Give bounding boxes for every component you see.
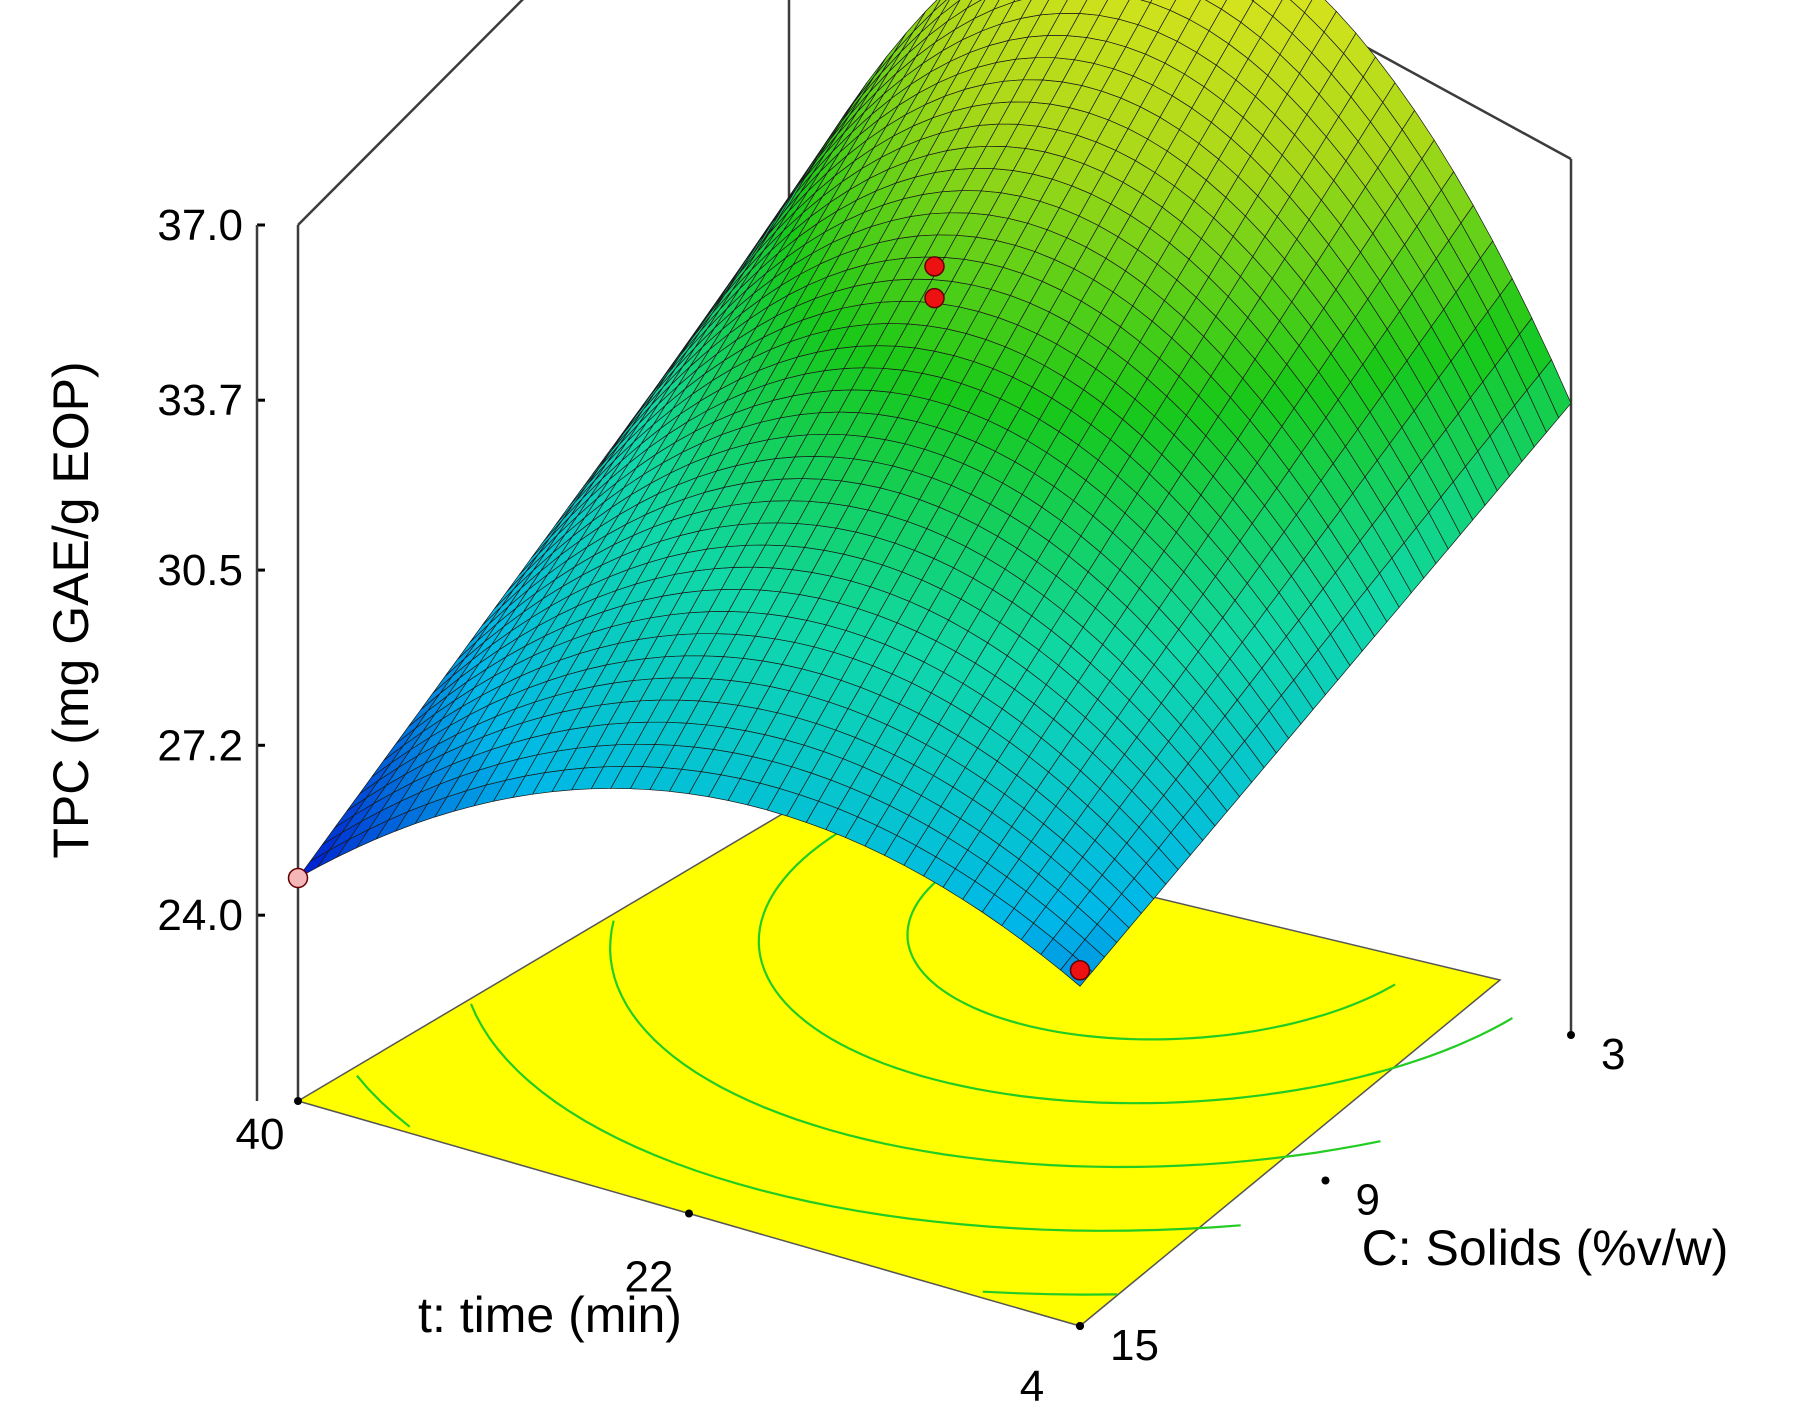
contour-line-4 (469, 1003, 1241, 1232)
y-tick-mark-1 (1567, 1031, 1575, 1039)
x-tick-mark-2 (685, 1209, 693, 1218)
contour-line-1 (906, 859, 1396, 1041)
z-axis-title: TPC (mg GAE/g EOP) (43, 361, 99, 858)
y-axis-title: C: Solids (%v/w) (1362, 1220, 1729, 1276)
y-tick-label-2: 9 (1356, 1176, 1380, 1225)
axis-ticks: 37.0 33.7 30.5 27.2 24.0 40 22 4 3 9 15 (157, 201, 1625, 1401)
surface-cell (966, 0, 982, 9)
x-tick-label-2: 22 (625, 1253, 674, 1302)
y-tick-label-3: 15 (1110, 1321, 1159, 1370)
contour-line-3 (608, 920, 1381, 1169)
contour-line-2 (757, 825, 1513, 1105)
response-surface (297, 0, 1572, 987)
surface-cell (1012, 0, 1022, 3)
design-points (287, 256, 1091, 981)
frame-top-right (1277, 0, 1572, 161)
y-tick-label-1: 3 (1601, 1030, 1625, 1079)
z-tick-label-3: 30.5 (157, 546, 243, 595)
design-point-3 (1069, 960, 1091, 981)
surface-cell (940, 0, 961, 16)
design-point-2 (924, 287, 945, 309)
frame-top-left (297, 0, 524, 226)
y-tick-mark-2 (1321, 1176, 1330, 1185)
z-tick-label-4: 27.2 (157, 721, 243, 770)
z-tick-label-5: 24.0 (157, 891, 243, 940)
x-axis-title: t: time (min) (418, 1287, 682, 1343)
design-point-1 (924, 256, 945, 277)
floor-contours (356, 825, 1513, 1296)
x-tick-label-1: 40 (236, 1110, 285, 1159)
z-tick-label-1: 37.0 (157, 201, 243, 250)
x-tick-mark-1 (294, 1097, 302, 1105)
z-tick-label-2: 33.7 (157, 376, 243, 425)
surface-cell (1538, 359, 1572, 419)
contour-line-5 (356, 1074, 1118, 1296)
surface-cell (932, 0, 947, 13)
y-tick-mark-3 (1076, 1322, 1084, 1330)
design-point-4 (287, 867, 309, 889)
x-tick-label-3: 4 (1020, 1362, 1044, 1401)
